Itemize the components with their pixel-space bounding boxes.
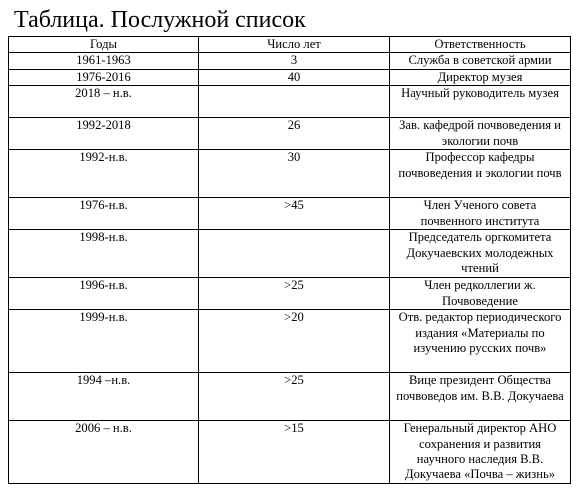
cell-count: 30 <box>198 149 390 199</box>
table-row: 1992-2018 26 Зав. кафедрой почвоведения … <box>8 117 571 151</box>
table-row: 1994 –н.в. >25 Вице президент Общества п… <box>8 372 571 422</box>
table-row: 1961-1963 3 Служба в советской армии <box>8 52 571 70</box>
table-row: 2018 – н.в. Научный руководитель музея <box>8 85 571 119</box>
cell-role: Член Ученого совета почвенного института <box>389 197 571 231</box>
cell-count: >45 <box>198 197 390 231</box>
cell-years: 1994 –н.в. <box>8 372 199 422</box>
cell-count: >15 <box>198 420 390 485</box>
header-years: Годы <box>8 35 199 54</box>
table-row: 1996-н.в. >25 Член редколлегии ж. Почвов… <box>8 277 571 311</box>
cell-count: >25 <box>198 372 390 422</box>
cell-role: Генеральный директор АНО сохранения и ра… <box>389 420 571 485</box>
cell-role: Научный руководитель музея <box>389 85 571 119</box>
cell-years: 1976-2016 <box>8 68 199 87</box>
cell-role: Вице президент Общества почвоведов им. В… <box>389 372 571 422</box>
cell-role: Профессор кафедры почвоведения и экологи… <box>389 149 571 199</box>
cell-years: 1976-н.в. <box>8 197 199 231</box>
cell-role: Председатель оргкомитета Докучаевских мо… <box>389 229 571 279</box>
cell-count: >25 <box>198 277 390 311</box>
header-count: Число лет <box>198 35 390 54</box>
cell-role: Отв. редактор периодического издания «Ма… <box>389 309 571 374</box>
cell-role: Член редколлегии ж. Почвоведение <box>389 277 571 311</box>
cell-years: 1992-2018 <box>8 117 199 151</box>
table-row: 1992-н.в. 30 Профессор кафедры почвоведе… <box>8 149 571 199</box>
service-record-table: Годы Число лет Ответственность 1961-1963… <box>8 35 571 485</box>
header-role: Ответственность <box>389 35 571 54</box>
cell-years: 1961-1963 <box>8 52 199 70</box>
cell-count: 40 <box>198 68 390 87</box>
page-title: Таблица. Послужной список <box>14 7 306 33</box>
table-row: 1976-н.в. >45 Член Ученого совета почвен… <box>8 197 571 231</box>
cell-count: 3 <box>198 52 390 70</box>
cell-role: Директор музея <box>389 68 571 87</box>
cell-years: 2018 – н.в. <box>8 85 199 119</box>
cell-years: 1996-н.в. <box>8 277 199 311</box>
table-row: 2006 – н.в. >15 Генеральный директор АНО… <box>8 420 571 485</box>
cell-role: Зав. кафедрой почвоведения и экологии по… <box>389 117 571 151</box>
table-row: 1976-2016 40 Директор музея <box>8 68 571 87</box>
table-row: 1998-н.в. Председатель оргкомитета Докуч… <box>8 229 571 279</box>
cell-years: 1999-н.в. <box>8 309 199 374</box>
cell-role: Служба в советской армии <box>389 52 571 70</box>
table-header-row: Годы Число лет Ответственность <box>8 35 571 54</box>
cell-years: 1998-н.в. <box>8 229 199 279</box>
cell-years: 2006 – н.в. <box>8 420 199 485</box>
cell-count <box>198 85 390 119</box>
cell-count: 26 <box>198 117 390 151</box>
cell-count <box>198 229 390 279</box>
table-row: 1999-н.в. >20 Отв. редактор периодическо… <box>8 309 571 374</box>
cell-years: 1992-н.в. <box>8 149 199 199</box>
cell-count: >20 <box>198 309 390 374</box>
